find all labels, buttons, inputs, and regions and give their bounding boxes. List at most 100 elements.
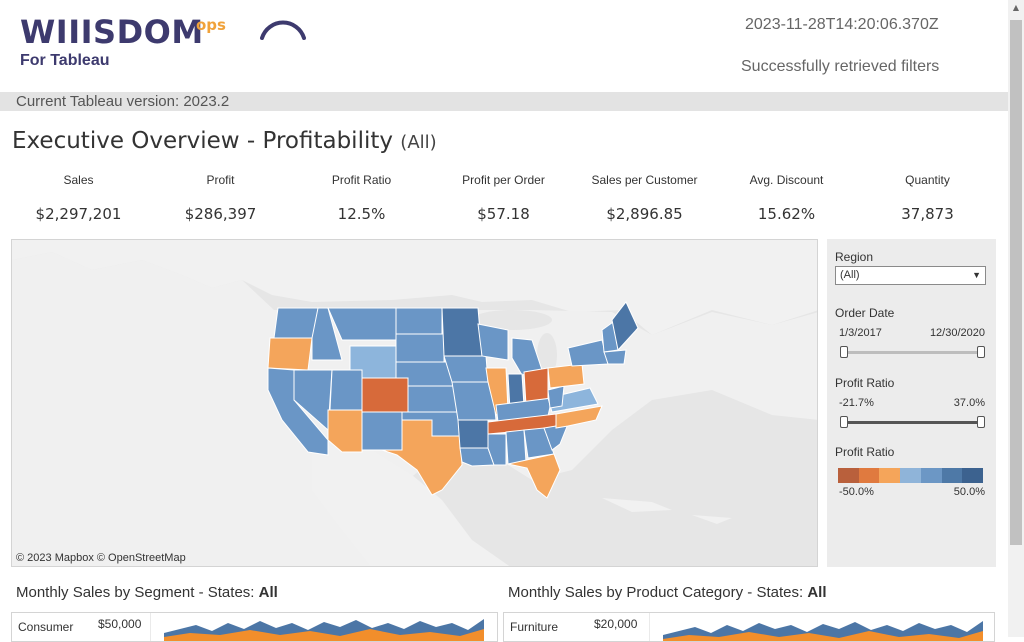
segment-chart[interactable]: Consumer $50,000 (11, 612, 498, 642)
kpi-value: $57.18 (477, 205, 530, 223)
category-state-filter: All (807, 584, 827, 601)
wiiisdom-logo: WIIISDOM ops For Tableau (20, 13, 226, 70)
state-florida[interactable] (507, 453, 561, 499)
order-date-slider-handle-min[interactable] (840, 346, 848, 358)
state-washington[interactable] (273, 307, 319, 339)
state-idaho[interactable] (311, 307, 343, 361)
state-louisiana[interactable] (459, 447, 495, 467)
segment-title-text: Monthly Sales by Segment - States: (16, 584, 255, 601)
filter-panel: Region (All) ▼ Order Date 1/3/2017 12/30… (827, 239, 996, 567)
kpi-label: Profit (206, 173, 235, 187)
state-north-carolina[interactable] (555, 405, 603, 429)
state-west-virginia[interactable] (547, 385, 565, 409)
category-area-chart[interactable] (649, 613, 994, 642)
logo-wordmark: WIIISDOM (20, 13, 204, 51)
legend-swatch (900, 468, 921, 483)
state-alabama[interactable] (505, 429, 527, 465)
lake-superior (472, 310, 552, 330)
order-date-label: Order Date (835, 306, 895, 320)
state-mississippi[interactable] (487, 433, 507, 466)
caribbean-island (692, 515, 732, 524)
profit-ratio-slider-track[interactable] (843, 421, 981, 424)
kpi-label: Sales (63, 173, 94, 187)
order-date-slider-handle-max[interactable] (977, 346, 985, 358)
state-wisconsin[interactable] (477, 323, 509, 361)
kpi-quantity: Quantity 37,873 (857, 173, 998, 223)
kpi-profit: Profit $286,397 (150, 173, 291, 223)
legend-max: 50.0% (953, 486, 985, 498)
timestamp: 2023-11-28T14:20:06.370Z (745, 16, 939, 33)
kpi-avg-discount: Avg. Discount 15.62% (716, 173, 857, 223)
segment-state-filter: All (258, 584, 278, 601)
legend-min: -50.0% (839, 486, 874, 498)
segment-axis-label: $50,000 (98, 617, 142, 631)
lake-michigan (537, 333, 557, 377)
loading-spinner-icon (260, 20, 306, 40)
legend-swatch (962, 468, 984, 483)
dashboard-title-text: Executive Overview - Profitability (12, 128, 393, 154)
state-minnesota[interactable] (441, 307, 483, 357)
region-select[interactable]: (All) ▼ (835, 266, 986, 285)
map-attribution[interactable]: © 2023 Mapbox © OpenStreetMap (16, 552, 186, 564)
kpi-sales-per-customer: Sales per Customer $2,896.85 (574, 173, 715, 223)
legend-swatch (858, 468, 880, 483)
state-pennsylvania[interactable] (547, 363, 585, 389)
state-texas[interactable] (381, 419, 463, 496)
logo-ops: ops (196, 16, 226, 34)
caribbean-island (602, 498, 672, 512)
state-maine[interactable] (611, 301, 639, 352)
state-arkansas[interactable] (457, 419, 489, 449)
dashboard-filter-suffix: (All) (400, 132, 437, 153)
kpi-sales: Sales $2,297,201 (8, 173, 149, 223)
version-bar: Current Tableau version: 2023.2 (0, 92, 1008, 111)
state-utah[interactable] (329, 369, 363, 411)
kpi-label: Quantity (905, 173, 950, 187)
kpi-profit-ratio: Profit Ratio 12.5% (291, 173, 432, 223)
legend-swatch (838, 468, 859, 483)
region-select-value: (All) (840, 269, 860, 281)
order-date-slider-track[interactable] (843, 351, 981, 354)
order-date-min: 1/3/2017 (839, 327, 882, 339)
segment-area-chart[interactable] (150, 613, 495, 642)
kpi-value: 15.62% (757, 205, 816, 223)
kpi-value: $286,397 (184, 205, 257, 223)
map-canvas[interactable] (12, 240, 818, 567)
segment-row-label: Consumer (18, 620, 74, 634)
order-date-max: 12/30/2020 (929, 327, 985, 339)
app-header: WIIISDOM ops For Tableau 2023-11-28T14:2… (0, 0, 1008, 92)
scroll-up-arrow-icon[interactable]: ▲ (1012, 3, 1020, 12)
profit-ratio-color-legend (838, 468, 984, 483)
profit-ratio-slider-handle-max[interactable] (977, 416, 985, 428)
category-title-text: Monthly Sales by Product Category - Stat… (508, 584, 804, 601)
state-arizona[interactable] (327, 409, 363, 453)
profit-ratio-slider-handle-min[interactable] (840, 416, 848, 428)
category-chart-title: Monthly Sales by Product Category - Stat… (508, 584, 826, 601)
kpi-label: Profit Ratio (331, 173, 392, 187)
legend-swatch (941, 468, 963, 483)
profit-ratio-min: -21.7% (839, 397, 874, 409)
mexico-land (312, 445, 510, 566)
kpi-profit-per-order: Profit per Order $57.18 (433, 173, 574, 223)
legend-swatch (879, 468, 901, 483)
state-new-mexico[interactable] (361, 411, 403, 451)
profit-ratio-legend-label: Profit Ratio (835, 445, 895, 459)
kpi-value: $2,297,201 (35, 205, 122, 223)
region-filter-label: Region (835, 250, 874, 264)
state-missouri[interactable] (451, 381, 497, 421)
state-oregon[interactable] (267, 337, 313, 371)
state-colorado[interactable] (361, 377, 409, 413)
scrollbar-thumb[interactable] (1010, 20, 1022, 545)
state-south-dakota[interactable] (395, 333, 445, 363)
category-chart[interactable]: Furniture $20,000 (503, 612, 995, 642)
status-message: Successfully retrieved filters (741, 58, 940, 75)
kpi-value: 37,873 (901, 205, 954, 223)
state-iowa[interactable] (443, 355, 489, 383)
state-massachusetts[interactable] (603, 349, 627, 365)
state-kansas[interactable] (407, 385, 459, 413)
profit-ratio-map[interactable]: © 2023 Mapbox © OpenStreetMap (11, 239, 818, 567)
legend-swatch (920, 468, 942, 483)
state-north-dakota[interactable] (395, 307, 443, 335)
dropdown-arrow-icon[interactable]: ▼ (972, 270, 981, 280)
dashboard-title: Executive Overview - Profitability (All) (12, 128, 437, 154)
canada-land (12, 240, 817, 335)
